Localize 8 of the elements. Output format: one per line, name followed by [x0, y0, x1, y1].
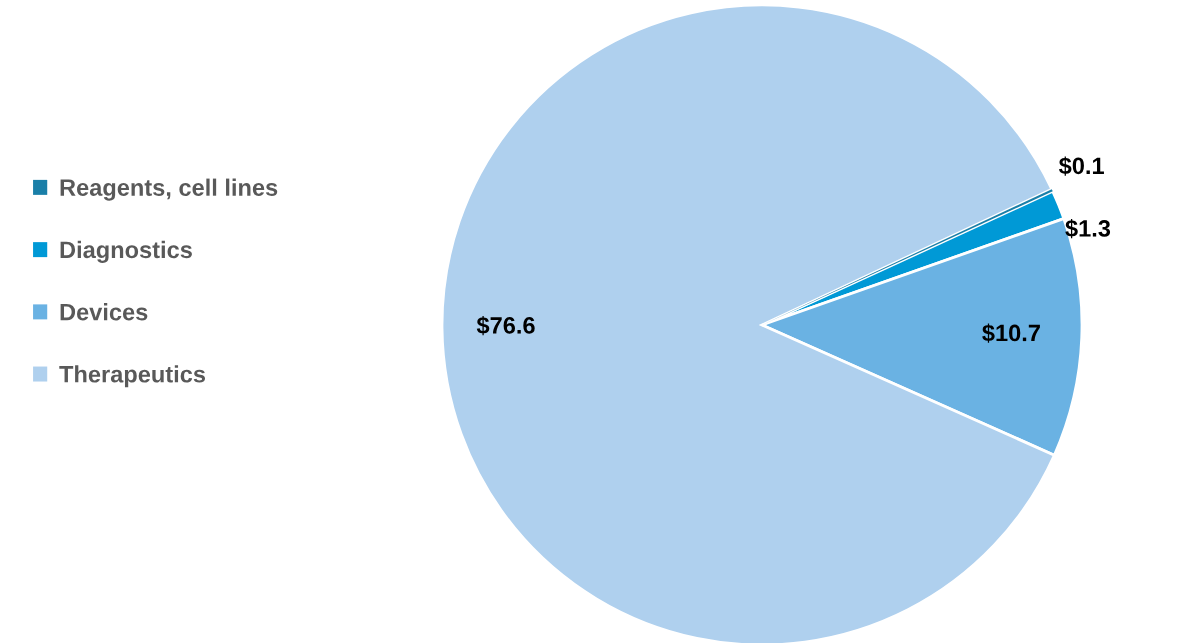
data-label: $1.3 [1065, 219, 1111, 239]
data-label: $0.1 [1058, 156, 1104, 176]
legend-label: Therapeutics [59, 365, 206, 388]
data-label: $10.7 [982, 323, 1040, 343]
legend-label: Reagents, cell lines [60, 178, 278, 201]
legend-label: Diagnostics [60, 240, 192, 263]
data-label: $76.6 [476, 316, 535, 336]
legend-label: Devices [60, 303, 148, 321]
